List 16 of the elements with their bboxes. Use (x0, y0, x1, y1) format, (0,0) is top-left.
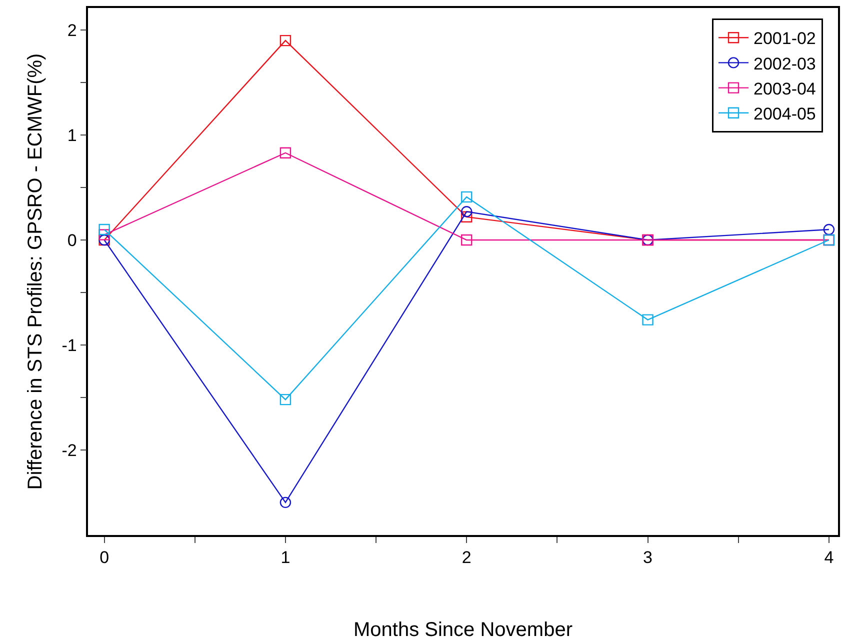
y-tick-label: 2 (67, 21, 77, 40)
x-tick-label: 3 (643, 548, 653, 568)
y-tick-label: 1 (67, 126, 77, 145)
y-axis-title: Difference in STS Profiles: GPSRO - ECMWF(%) (24, 53, 47, 490)
legend-label: 2002-03 (754, 54, 816, 74)
y-tick-label: 0 (67, 230, 77, 250)
legend-label: 2004-05 (754, 104, 816, 124)
x-axis-title: Months Since November (354, 619, 573, 641)
y-tick-label: -2 (62, 440, 77, 460)
x-tick-label: 1 (280, 548, 290, 568)
legend-label: 2003-04 (754, 79, 816, 98)
y-tick-label: -1 (62, 336, 77, 355)
x-tick-label: 0 (100, 548, 110, 568)
legend-label: 2001-02 (754, 29, 816, 48)
x-tick-label: 2 (462, 548, 472, 568)
x-tick-label: 4 (824, 548, 834, 568)
